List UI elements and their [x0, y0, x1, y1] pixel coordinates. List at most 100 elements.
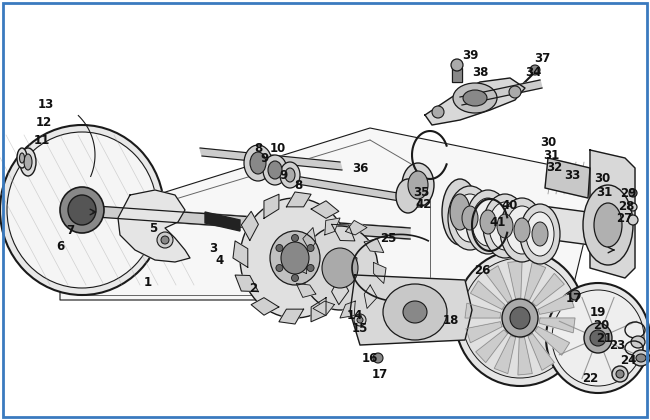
Polygon shape [205, 212, 240, 231]
Polygon shape [346, 220, 367, 235]
Text: 8: 8 [294, 178, 302, 192]
Polygon shape [476, 330, 508, 362]
Text: 18: 18 [443, 313, 459, 326]
Circle shape [307, 265, 314, 271]
Text: 5: 5 [149, 221, 157, 234]
Polygon shape [486, 266, 512, 302]
Ellipse shape [402, 163, 434, 207]
Polygon shape [342, 249, 357, 275]
Polygon shape [525, 262, 546, 300]
Polygon shape [295, 176, 412, 203]
Circle shape [161, 236, 169, 244]
Polygon shape [465, 303, 500, 318]
Text: 36: 36 [352, 162, 368, 174]
Ellipse shape [472, 198, 504, 246]
Text: 21: 21 [596, 331, 612, 344]
Text: 28: 28 [618, 200, 634, 213]
Text: 20: 20 [593, 318, 609, 331]
Ellipse shape [502, 299, 538, 337]
Text: 38: 38 [472, 66, 488, 79]
Ellipse shape [403, 301, 427, 323]
Polygon shape [82, 205, 410, 239]
Polygon shape [325, 218, 340, 235]
Circle shape [432, 106, 444, 118]
Ellipse shape [584, 323, 612, 353]
Ellipse shape [552, 290, 644, 386]
Text: 22: 22 [582, 372, 598, 384]
Ellipse shape [240, 198, 350, 318]
Text: 4: 4 [216, 254, 224, 267]
Polygon shape [332, 276, 348, 304]
Text: 1: 1 [144, 276, 152, 289]
Ellipse shape [68, 195, 96, 225]
Text: 17: 17 [372, 368, 388, 381]
Circle shape [509, 86, 521, 98]
Circle shape [354, 314, 366, 326]
Ellipse shape [285, 168, 295, 182]
Circle shape [373, 353, 383, 363]
Text: 31: 31 [596, 186, 612, 199]
Polygon shape [264, 194, 279, 218]
Ellipse shape [497, 214, 513, 238]
Text: 37: 37 [534, 52, 550, 65]
Text: 10: 10 [270, 142, 286, 155]
Polygon shape [233, 241, 248, 267]
Ellipse shape [396, 179, 420, 213]
Ellipse shape [7, 132, 157, 288]
Circle shape [629, 203, 637, 211]
Text: 24: 24 [620, 354, 636, 367]
Ellipse shape [322, 248, 358, 288]
Ellipse shape [462, 258, 578, 378]
Text: 39: 39 [462, 48, 478, 61]
Text: 34: 34 [525, 66, 541, 79]
Ellipse shape [20, 153, 25, 163]
Ellipse shape [408, 171, 428, 199]
Ellipse shape [383, 284, 447, 340]
Polygon shape [364, 285, 377, 308]
Polygon shape [466, 322, 502, 343]
Polygon shape [538, 293, 574, 314]
Circle shape [628, 215, 638, 225]
Text: 9: 9 [280, 168, 288, 181]
Ellipse shape [20, 148, 36, 176]
Circle shape [629, 189, 637, 197]
Ellipse shape [506, 206, 538, 254]
Ellipse shape [442, 179, 478, 245]
Polygon shape [332, 224, 355, 241]
Ellipse shape [281, 242, 309, 274]
Polygon shape [452, 68, 462, 82]
Circle shape [157, 232, 173, 248]
Ellipse shape [268, 161, 282, 179]
Text: 31: 31 [543, 149, 559, 162]
Polygon shape [287, 192, 311, 207]
Polygon shape [251, 298, 279, 315]
Ellipse shape [546, 283, 650, 393]
Polygon shape [540, 318, 575, 333]
Ellipse shape [636, 354, 646, 362]
Polygon shape [294, 252, 306, 273]
Text: 19: 19 [590, 305, 606, 318]
Text: 15: 15 [352, 321, 368, 334]
Ellipse shape [466, 190, 510, 254]
Text: 16: 16 [362, 352, 378, 365]
Ellipse shape [453, 83, 497, 113]
Polygon shape [590, 150, 635, 278]
Ellipse shape [463, 90, 487, 106]
Ellipse shape [590, 330, 606, 346]
Circle shape [530, 65, 540, 75]
Polygon shape [235, 275, 259, 291]
Polygon shape [60, 128, 600, 300]
Polygon shape [518, 338, 532, 375]
Text: 33: 33 [564, 168, 580, 181]
Text: 30: 30 [594, 171, 610, 184]
Polygon shape [200, 148, 342, 170]
Ellipse shape [454, 194, 486, 242]
Ellipse shape [489, 202, 521, 250]
Polygon shape [118, 190, 190, 262]
Ellipse shape [632, 350, 650, 366]
Text: 23: 23 [609, 339, 625, 352]
Polygon shape [296, 284, 316, 297]
Polygon shape [508, 261, 522, 299]
Polygon shape [364, 239, 384, 252]
Circle shape [291, 275, 298, 281]
